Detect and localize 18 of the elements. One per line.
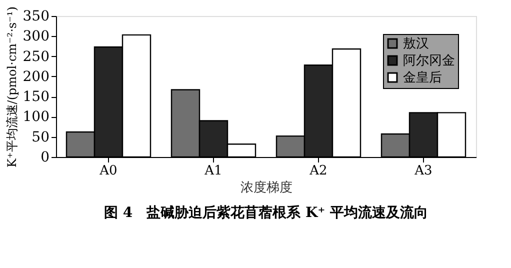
x-tick-label: A1 (204, 164, 222, 178)
text: 图 4 盐碱胁迫后紫花苜蓿根系 K⁺ 平均流速及流向 (104, 204, 428, 221)
y-tick-label: 300 (22, 28, 50, 45)
x-axis-title: 浓度梯度 (240, 180, 292, 196)
y-tick-label: 150 (22, 89, 50, 106)
legend-label: 阿尔冈金 (403, 54, 455, 68)
y-axis-title: K⁺平均流速/(pmol·cm⁻²·s⁻¹) (4, 6, 19, 168)
legend-label: 金皇后 (403, 70, 442, 86)
x-tick-label: A2 (308, 164, 328, 178)
y-tick-label: 250 (22, 48, 50, 65)
y-tick-label: 0 (40, 150, 50, 166)
x-tick-label: A3 (414, 164, 432, 178)
y-tick-label: 200 (22, 68, 50, 85)
y-tick-label: 50 (32, 129, 50, 146)
y-tick-label: 100 (22, 109, 50, 126)
legend-label: 敖汉 (403, 36, 429, 52)
x-tick-label: A0 (98, 164, 118, 178)
y-tick-label: 350 (22, 8, 50, 24)
